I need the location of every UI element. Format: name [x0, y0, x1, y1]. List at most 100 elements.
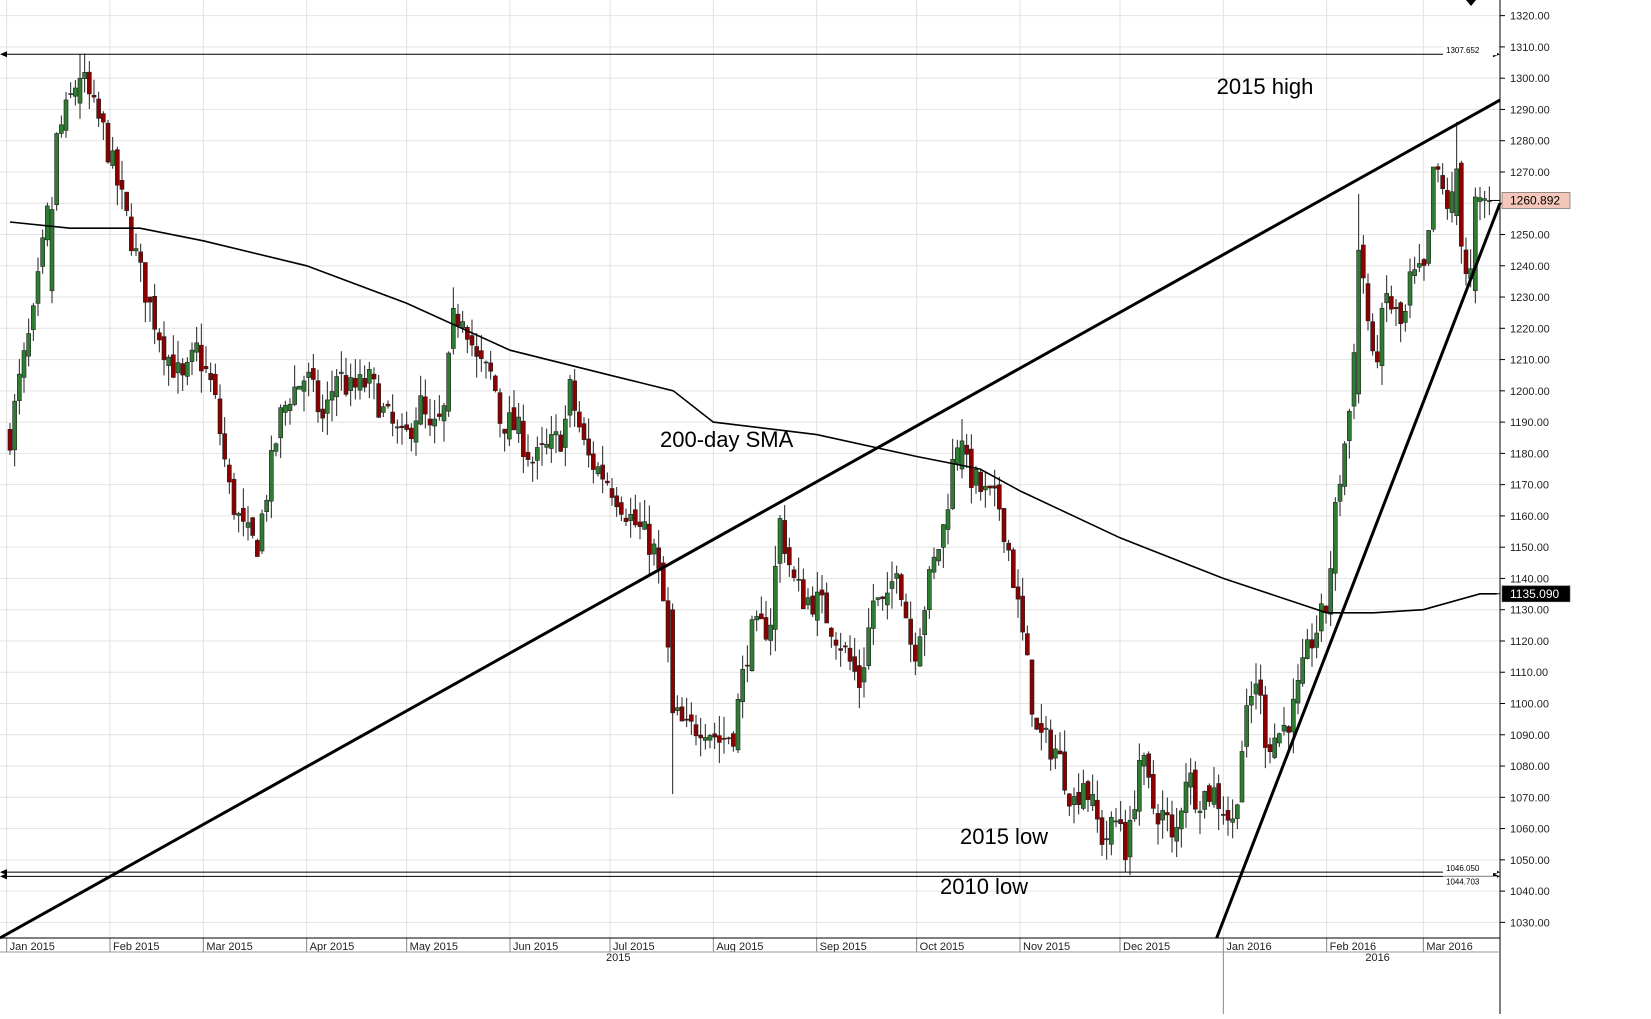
- candle: [768, 608, 773, 656]
- candle-body: [367, 368, 372, 384]
- y-tick-label: 1270.00: [1510, 167, 1550, 179]
- resistance-trendline: [0, 98, 1501, 940]
- level-arrow-left: [0, 51, 7, 58]
- candle-body: [987, 485, 993, 489]
- candle-body: [829, 627, 834, 637]
- candle-body: [17, 373, 22, 401]
- candle: [1123, 809, 1128, 873]
- candle: [1057, 732, 1063, 755]
- candle-body: [1253, 683, 1259, 695]
- candle: [96, 91, 101, 127]
- candle: [1473, 187, 1478, 304]
- candle: [1225, 796, 1231, 836]
- candle-body: [483, 361, 489, 364]
- candle-body: [600, 464, 605, 480]
- candle: [1151, 760, 1156, 815]
- candle-body: [1151, 774, 1156, 809]
- candle-body: [1015, 586, 1021, 600]
- x-year-label: 2016: [1365, 952, 1389, 964]
- candle-body: [651, 543, 657, 555]
- candle-body: [950, 459, 955, 509]
- level-arrow-left: [0, 873, 7, 880]
- x-tick-label: Aug 2015: [716, 941, 763, 953]
- candle: [217, 384, 223, 446]
- candle: [684, 697, 689, 728]
- candle: [591, 441, 596, 484]
- candle-body: [572, 380, 577, 411]
- candle-body: [703, 737, 708, 741]
- candle-body: [1445, 190, 1450, 209]
- candle: [203, 346, 209, 374]
- candle: [423, 379, 428, 429]
- candle-body: [1109, 816, 1114, 845]
- candle-body: [73, 87, 78, 97]
- candle: [395, 419, 400, 444]
- candle-body: [917, 636, 923, 667]
- candle: [77, 54, 83, 119]
- candle-body: [1482, 198, 1487, 201]
- candle-body: [77, 77, 83, 104]
- candle-body: [357, 374, 363, 391]
- candle-body: [768, 624, 773, 641]
- candle-body: [885, 592, 890, 606]
- candle: [931, 547, 937, 579]
- candle-body: [334, 376, 339, 398]
- candle: [35, 257, 41, 316]
- candle: [1085, 779, 1091, 813]
- level-arrow-left: [0, 869, 7, 876]
- candle: [703, 724, 708, 750]
- candle: [623, 508, 629, 526]
- candle: [913, 632, 918, 676]
- candle: [91, 79, 97, 103]
- candle: [773, 545, 778, 652]
- candle-body: [973, 469, 979, 486]
- candle: [1207, 783, 1212, 807]
- x-tick-label: Jan 2016: [1226, 941, 1271, 953]
- candle-body: [689, 714, 694, 722]
- candle-body: [1179, 810, 1184, 830]
- candle-body: [231, 478, 237, 515]
- candle: [875, 597, 881, 607]
- level-label-bg: [1443, 863, 1497, 874]
- candle-body: [297, 385, 302, 390]
- candle: [399, 413, 405, 445]
- candle-body: [45, 205, 50, 241]
- candle-body: [563, 418, 568, 448]
- candle: [315, 369, 321, 423]
- candle-body: [413, 420, 419, 443]
- candle: [1179, 807, 1184, 848]
- annotation-label: 2010 low: [940, 874, 1028, 899]
- candle: [311, 353, 316, 393]
- candle-body: [101, 113, 106, 123]
- candle: [1211, 767, 1217, 808]
- candle: [1090, 774, 1095, 812]
- candle: [885, 572, 890, 620]
- candle: [964, 433, 969, 469]
- candle-body: [278, 407, 283, 439]
- candle: [1202, 790, 1207, 819]
- candle: [609, 478, 615, 506]
- candle-body: [1141, 755, 1147, 767]
- candle-body: [759, 613, 764, 620]
- y-tick-label: 1110.00: [1510, 667, 1548, 679]
- candle-body: [390, 411, 395, 424]
- candle-body: [875, 597, 881, 600]
- candle-body: [1291, 698, 1296, 733]
- candle-body: [717, 735, 722, 743]
- candle: [1459, 160, 1464, 264]
- candle-body: [423, 396, 428, 415]
- candle-body: [539, 443, 545, 445]
- candle: [1067, 792, 1072, 816]
- candle: [530, 456, 535, 482]
- candle: [1169, 800, 1175, 853]
- candle-body: [91, 94, 97, 98]
- candle: [152, 283, 157, 345]
- candle-body: [1286, 726, 1291, 733]
- candle-body: [908, 618, 913, 645]
- candle-body: [87, 71, 92, 95]
- candle: [1001, 508, 1007, 553]
- candle-body: [847, 647, 853, 662]
- candle: [651, 538, 657, 566]
- y-tick-label: 1150.00: [1510, 542, 1549, 554]
- candle: [721, 716, 727, 754]
